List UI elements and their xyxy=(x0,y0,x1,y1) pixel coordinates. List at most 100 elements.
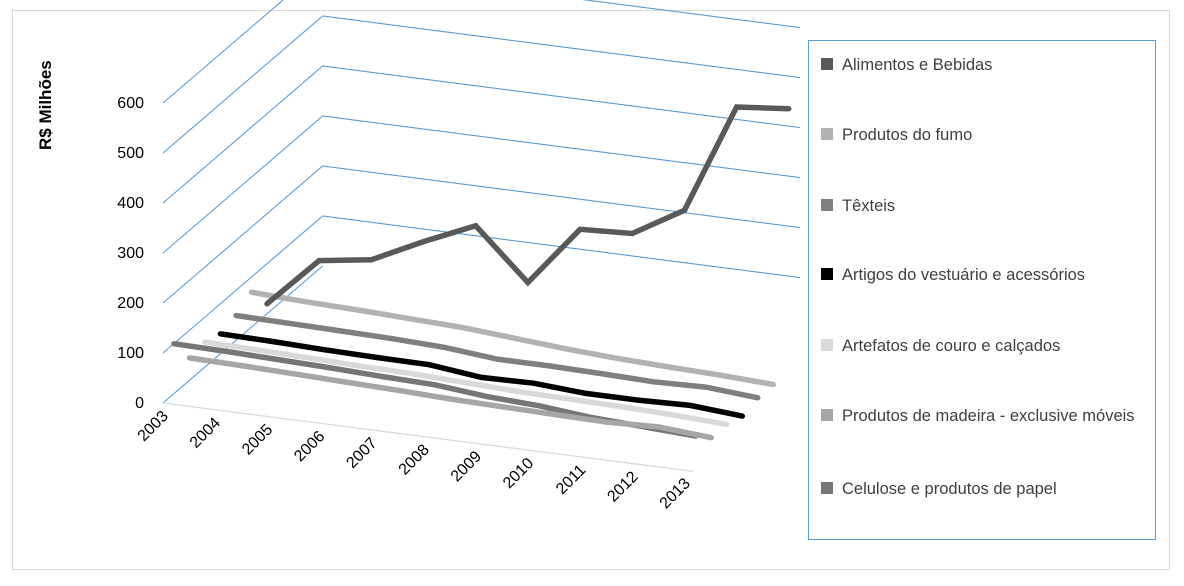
x-tick-2006: 2006 xyxy=(291,428,328,465)
y-tick-0: 0 xyxy=(135,395,144,412)
legend-swatch-1 xyxy=(821,58,833,70)
gridline-400 xyxy=(162,65,800,204)
legend-label-1: Alimentos e Bebidas xyxy=(842,56,993,74)
data-point-6-2004 xyxy=(238,363,245,369)
legend-item-1: Alimentos e Bebidas xyxy=(821,53,992,77)
data-point-4-2008 xyxy=(478,374,484,380)
data-point-2-2013 xyxy=(770,381,777,388)
data-point-5-2011 xyxy=(619,404,626,410)
gridline-300 xyxy=(162,115,800,254)
data-point-5-2004 xyxy=(254,347,260,353)
data-point-6-2008 xyxy=(447,396,453,402)
x-tick-2005: 2005 xyxy=(239,421,276,458)
data-point-4-2007 xyxy=(426,362,432,368)
data-point-7-2003 xyxy=(171,341,177,347)
data-point-7-2010 xyxy=(536,403,542,409)
data-point-4-2004 xyxy=(270,338,276,345)
data-point-1-2006 xyxy=(420,239,427,245)
x-tick-2012: 2012 xyxy=(604,468,641,505)
data-point-6-2010 xyxy=(552,411,558,418)
legend-swatch-4 xyxy=(821,268,833,280)
legend-swatch-5 xyxy=(821,339,833,351)
data-point-7-2005 xyxy=(275,357,281,363)
series-4 xyxy=(217,331,746,419)
data-point-6-2013 xyxy=(708,435,715,441)
legend-label-3: Têxteis xyxy=(842,197,896,215)
data-point-4-2006 xyxy=(374,354,380,361)
data-point-5-2006 xyxy=(358,363,365,369)
series-line-1 xyxy=(265,104,789,307)
x-tick-2013: 2013 xyxy=(657,475,694,512)
data-point-2-2008 xyxy=(509,335,515,341)
data-point-5-2010 xyxy=(567,396,573,402)
legend-swatch-2 xyxy=(821,128,833,140)
data-point-5-2008 xyxy=(463,380,469,386)
y-tick-labels: 0 100 200 300 400 500 600 xyxy=(117,95,144,412)
data-point-4-2013 xyxy=(739,413,746,419)
data-point-1-2004 xyxy=(316,258,322,264)
data-point-2-2009 xyxy=(562,346,568,352)
data-point-3-2008 xyxy=(494,356,500,362)
series-1 xyxy=(264,104,792,307)
series-6 xyxy=(186,355,715,441)
data-point-7-2006 xyxy=(327,365,334,371)
x-tick-2009: 2009 xyxy=(448,448,485,485)
data-point-4-2005 xyxy=(322,347,328,353)
data-point-1-2003 xyxy=(264,301,270,307)
legend-swatch-6 xyxy=(821,409,833,421)
x-tick-2010: 2010 xyxy=(500,455,537,492)
x-tick-2011: 2011 xyxy=(553,462,589,498)
floor-edges xyxy=(162,265,693,472)
data-point-2-2003 xyxy=(248,289,254,295)
data-point-2-2007 xyxy=(457,324,463,330)
data-point-4-2011 xyxy=(635,397,641,403)
data-point-2-2010 xyxy=(614,355,620,361)
data-point-2-2012 xyxy=(718,372,724,378)
data-point-1-2011 xyxy=(681,207,688,213)
legend-label-4: Artigos do vestuário e acessórios xyxy=(842,266,1086,284)
chart-plot: 0 100 200 300 400 500 600 2003 2004 2005 2006 2007… xyxy=(117,0,800,512)
data-point-2-2006 xyxy=(405,315,411,321)
data-point-4-2012 xyxy=(687,402,693,408)
y-tick-300: 300 xyxy=(117,245,144,262)
series-2 xyxy=(248,289,777,388)
data-point-4-2009 xyxy=(531,380,537,386)
x-tick-2004: 2004 xyxy=(187,414,224,451)
x-tick-2008: 2008 xyxy=(396,441,433,478)
legend-item-3: Têxteis xyxy=(821,194,895,218)
data-point-3-2010 xyxy=(598,371,604,377)
data-point-6-2012 xyxy=(656,424,662,430)
legend-label-5: Artefatos de couro e calçados xyxy=(842,337,1061,355)
legend-item-5: Artefatos de couro e calçados xyxy=(821,334,1060,358)
legend-item-7: Celulose e produtos de papel xyxy=(821,477,1057,501)
data-point-6-2009 xyxy=(500,404,506,410)
y-tick-500: 500 xyxy=(117,145,144,162)
data-point-1-2009 xyxy=(577,226,583,232)
data-point-4-2003 xyxy=(217,331,223,337)
legend-item-6: Produtos de madeira - exclusive móveis xyxy=(821,404,1160,428)
data-point-1-2005 xyxy=(368,257,374,263)
data-point-4-2010 xyxy=(583,390,589,396)
data-point-1-2012 xyxy=(734,104,740,110)
gridline-500 xyxy=(162,15,800,154)
legend: Alimentos e Bebidas Produtos do fumo Têxte… xyxy=(808,40,1156,540)
data-point-3-2006 xyxy=(389,336,396,342)
data-point-5-2009 xyxy=(515,388,521,395)
data-point-7-2007 xyxy=(380,374,386,380)
data-point-5-2012 xyxy=(672,412,678,418)
data-point-3-2007 xyxy=(442,344,448,350)
data-point-3-2011 xyxy=(650,379,657,385)
data-point-1-2013 xyxy=(786,106,792,112)
data-point-3-2012 xyxy=(703,384,709,390)
data-point-6-2003 xyxy=(186,355,192,361)
y-tick-100: 100 xyxy=(117,345,144,362)
floor-front-edge xyxy=(162,402,693,472)
data-point-6-2011 xyxy=(604,419,610,425)
data-point-2-2011 xyxy=(666,364,672,370)
legend-item-2: Produtos do fumo xyxy=(821,123,972,147)
data-point-6-2005 xyxy=(291,371,297,377)
data-point-7-2009 xyxy=(484,394,490,400)
data-point-2-2004 xyxy=(301,298,307,304)
legend-label-2: Produtos do fumo xyxy=(842,126,973,144)
x-tick-2003: 2003 xyxy=(135,408,172,445)
